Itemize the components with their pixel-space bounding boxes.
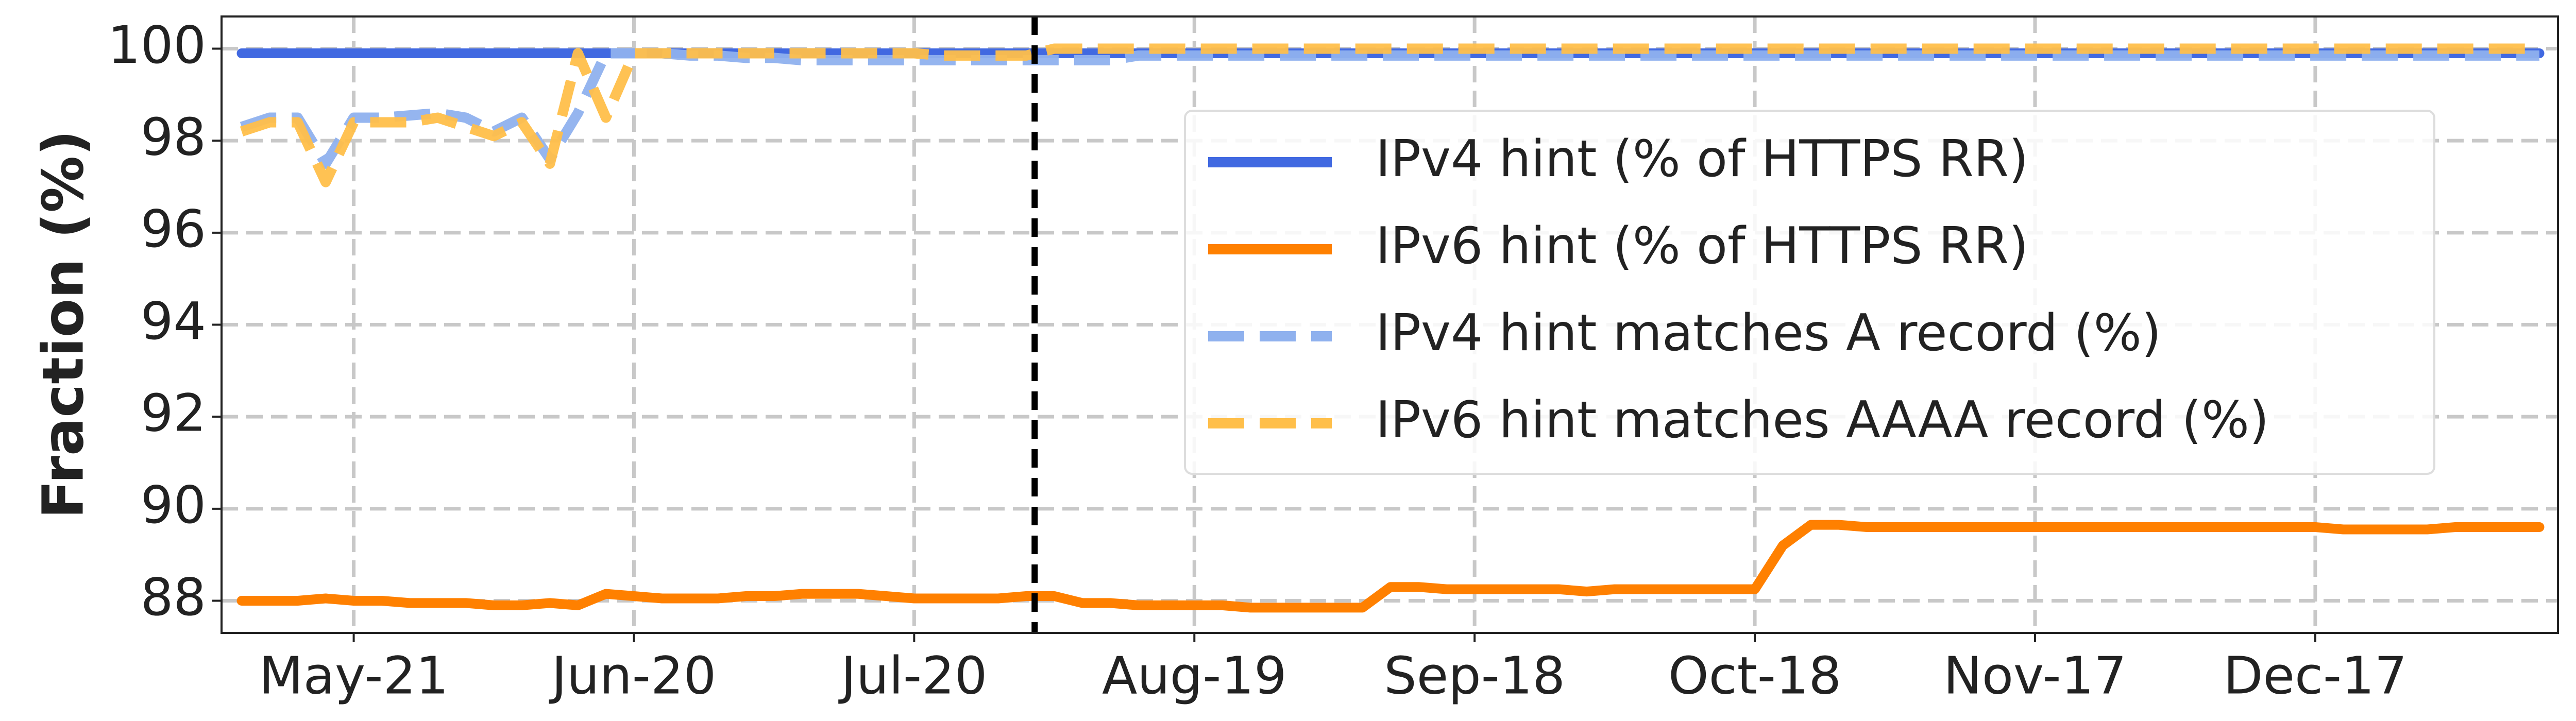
series-line bbox=[236, 520, 2545, 613]
legend-label: IPv6 hint matches AAAA record (%) bbox=[1376, 391, 2269, 450]
y-axis-label: Fraction (%) bbox=[30, 130, 96, 519]
legend: IPv4 hint (% of HTTPS RR) IPv6 hint (% of… bbox=[1184, 110, 2435, 475]
x-tick-label: Sep-18 bbox=[1384, 645, 1565, 706]
y-tick-label: 98 bbox=[141, 107, 206, 167]
x-tick-label: Nov-17 bbox=[1943, 645, 2127, 706]
x-tick-label: Jul-20 bbox=[838, 645, 987, 706]
series-line bbox=[240, 43, 2539, 187]
series-line bbox=[240, 48, 2539, 169]
y-tick-label: 92 bbox=[141, 383, 206, 443]
legend-label: IPv6 hint (% of HTTPS RR) bbox=[1376, 217, 2028, 276]
x-tick-label: May-21 bbox=[259, 645, 448, 706]
x-tick-label: Jun-20 bbox=[549, 645, 717, 706]
x-tick-label: Aug-19 bbox=[1102, 645, 1287, 706]
y-tick-label: 88 bbox=[141, 567, 206, 627]
y-tick-label: 90 bbox=[141, 475, 206, 535]
plot-frame bbox=[221, 15, 2559, 634]
y-tick-label: 94 bbox=[141, 291, 206, 351]
y-tick-label: 100 bbox=[108, 15, 206, 75]
legend-box bbox=[1184, 110, 2435, 475]
x-tick-label: Oct-18 bbox=[1668, 645, 1841, 706]
x-tick-label: Dec-17 bbox=[2223, 645, 2407, 706]
legend-label: IPv4 hint matches A record (%) bbox=[1376, 304, 2161, 363]
y-tick-label: 96 bbox=[141, 199, 206, 259]
legend-label: IPv4 hint (% of HTTPS RR) bbox=[1376, 130, 2028, 188]
